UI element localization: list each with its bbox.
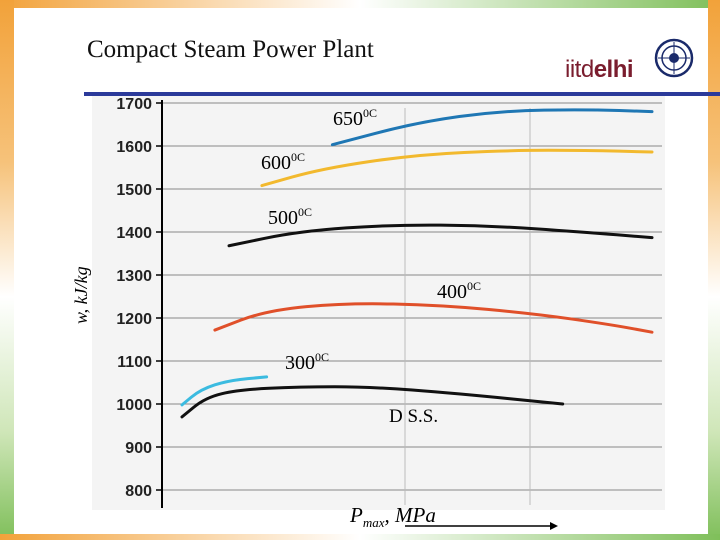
y-axis-label: w, kJ/kg <box>71 266 91 324</box>
x-axis-label: Pmax, MPa <box>350 503 436 531</box>
logo-text-part-b: elhi <box>593 56 634 83</box>
y-tick-label-1200: 1200 <box>116 311 152 328</box>
y-tick-label-1700: 1700 <box>116 96 152 113</box>
curve-label-650-unit: 0C <box>363 106 378 120</box>
logo-text-part-a: iitd <box>565 56 594 83</box>
x-axis-label-sub: max <box>362 515 385 531</box>
curve-label-650-value: 650 <box>333 108 363 130</box>
curve-label-600-value: 600 <box>261 152 291 174</box>
curve-label-500-unit: 0C <box>298 205 313 219</box>
series-line-650 <box>330 108 654 147</box>
y-tick-label-1100: 1100 <box>117 354 152 371</box>
y-tick-label-1000: 1000 <box>116 397 152 414</box>
right-border-band <box>708 0 720 540</box>
curve-label-600-unit: 0C <box>291 150 306 164</box>
series-line-500 <box>227 223 654 248</box>
left-border-band <box>0 0 14 540</box>
curve-label-300: 3000C <box>285 350 330 375</box>
bottom-border-band <box>0 534 720 540</box>
series-line-400 <box>213 302 654 334</box>
x-axis-label-tail: , MPa <box>384 503 436 527</box>
series-line-300 <box>180 375 269 407</box>
curve-label-500: 5000C <box>268 205 313 230</box>
curve-label-400-unit: 0C <box>467 279 482 293</box>
x-axis-label-main: P <box>350 503 363 527</box>
top-border-band <box>0 0 720 8</box>
x-axis-arrowhead <box>550 522 558 530</box>
series-line-saturation-curve <box>180 385 565 419</box>
y-tick-label-1500: 1500 <box>116 182 152 199</box>
dss-annotation: D S.S. <box>389 406 439 427</box>
y-tick-label-1300: 1300 <box>116 268 152 285</box>
y-tick-label-1600: 1600 <box>116 139 152 156</box>
curve-label-650: 6500C <box>333 106 378 131</box>
curve-label-400-value: 400 <box>437 281 467 303</box>
institute-logo-text: iitdelhi <box>565 56 634 84</box>
curve-label-300-value: 300 <box>285 352 315 374</box>
curve-label-300-unit: 0C <box>315 350 330 364</box>
institute-seal-icon <box>654 38 694 78</box>
curve-label-500-value: 500 <box>268 207 298 229</box>
y-tick-label-800: 800 <box>125 483 152 500</box>
title-rule <box>84 92 720 96</box>
y-tick-label-1400: 1400 <box>116 225 152 242</box>
y-tick-label-900: 900 <box>125 440 152 457</box>
curve-label-400: 4000C <box>437 279 482 304</box>
series-line-600 <box>260 148 654 188</box>
curve-label-600: 6000C <box>261 150 306 175</box>
slide-title: Compact Steam Power Plant <box>87 36 374 63</box>
